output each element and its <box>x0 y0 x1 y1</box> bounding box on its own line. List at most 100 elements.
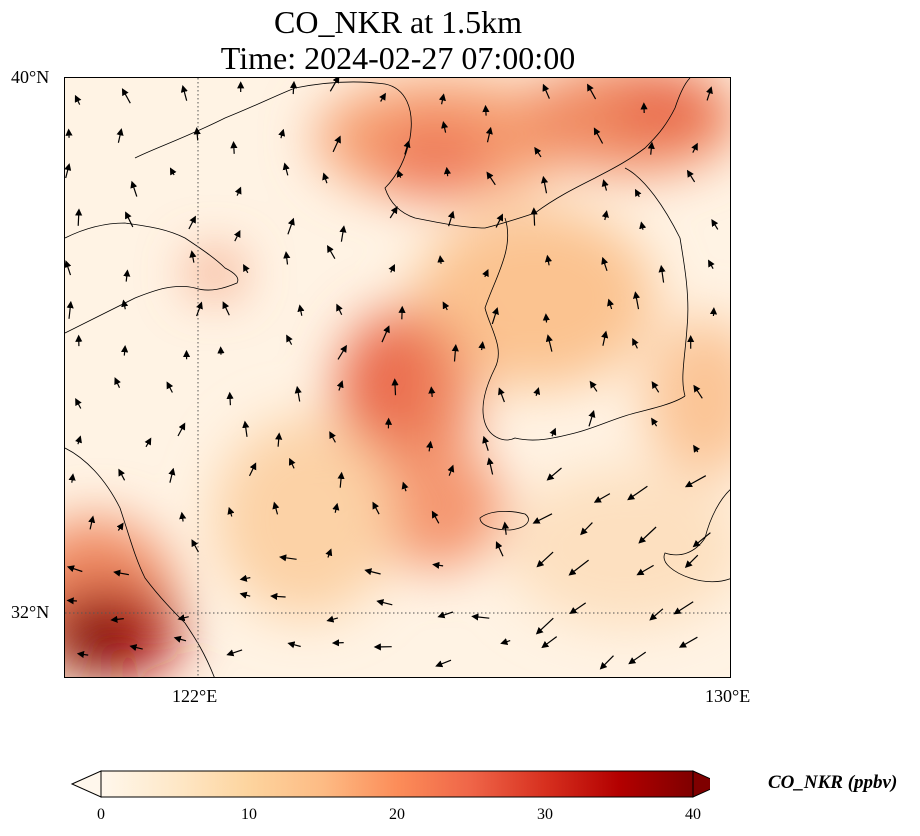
wind-vector <box>442 301 450 311</box>
wind-vector <box>530 207 538 226</box>
wind-vector <box>177 614 189 622</box>
shandong-coast <box>65 222 239 334</box>
wind-vector <box>482 104 490 116</box>
wind-vector <box>88 515 96 530</box>
wind-vector <box>364 568 381 576</box>
wind-vector <box>226 391 234 406</box>
wind-vector <box>432 561 444 569</box>
coastlines <box>65 78 730 677</box>
wind-vector <box>130 180 138 197</box>
gridlines <box>65 78 730 677</box>
wind-vector <box>275 432 283 447</box>
wind-vector <box>540 175 549 194</box>
wind-vector <box>533 387 541 396</box>
wind-vector <box>121 345 129 356</box>
wind-vector <box>191 539 199 553</box>
wind-vector <box>76 650 89 659</box>
wind-vector <box>239 574 251 582</box>
wind-vector <box>396 169 404 178</box>
wind-vector <box>532 513 553 524</box>
wind-vector <box>478 341 486 351</box>
wind-vector <box>282 162 290 176</box>
wind-vector <box>639 221 647 230</box>
wind-vector <box>325 548 333 558</box>
wind-vectors <box>65 78 719 670</box>
wind-vector <box>337 471 345 488</box>
wind-vector <box>443 166 452 177</box>
wind-vector <box>431 510 440 524</box>
wind-vector <box>495 541 504 557</box>
wind-vector <box>549 427 557 437</box>
wind-vector <box>684 554 699 568</box>
wind-vector <box>607 298 614 310</box>
wind-vector <box>601 179 609 191</box>
wind-vector <box>647 141 655 155</box>
wind-vector <box>242 420 250 437</box>
wind-vector <box>66 597 77 605</box>
wind-vector <box>636 564 654 576</box>
wind-vector <box>337 344 347 360</box>
colorbar <box>70 770 710 798</box>
wind-vector <box>500 638 511 646</box>
wind-vector <box>569 602 587 615</box>
wind-vector <box>678 636 698 648</box>
wind-vector <box>121 88 131 104</box>
wind-vector <box>332 502 340 513</box>
wind-vector <box>684 475 707 488</box>
wind-vector <box>428 386 436 397</box>
wind-vector <box>189 250 197 263</box>
wind-vector <box>129 644 143 652</box>
wind-vector <box>166 381 174 393</box>
map-canvas <box>65 78 730 677</box>
wind-vector <box>426 440 434 452</box>
wind-vector <box>234 186 242 196</box>
wind-vector <box>297 304 305 316</box>
wind-vector <box>339 225 347 242</box>
colorbar-tick-40: 40 <box>685 806 701 823</box>
wind-vector <box>486 457 494 475</box>
wind-vector <box>651 417 659 427</box>
wind-vector <box>601 330 609 346</box>
lon-label-122E: 122°E <box>172 686 218 706</box>
wind-vector <box>75 397 82 409</box>
wind-vector <box>587 83 597 100</box>
colorbar-title: CO_NKR (ppbv) <box>768 772 898 793</box>
wind-vector <box>389 206 398 219</box>
map-panel[interactable] <box>64 77 731 678</box>
wind-vector <box>601 210 609 221</box>
wind-vector <box>491 307 499 325</box>
wind-vector <box>233 229 241 242</box>
wind-vector <box>168 467 176 483</box>
wind-vector <box>270 592 286 601</box>
wind-vector <box>651 381 660 393</box>
wind-vector <box>580 522 593 536</box>
wind-vector <box>546 467 562 481</box>
wind-vector <box>239 591 251 599</box>
wind-vector <box>447 464 455 476</box>
wind-vector <box>544 254 553 266</box>
wind-vector <box>169 167 177 176</box>
wind-vector <box>272 501 280 515</box>
wind-vector <box>322 172 330 184</box>
wind-vector <box>332 135 341 153</box>
wind-vector <box>222 301 230 316</box>
wind-vector <box>287 217 295 235</box>
wind-vector <box>110 615 124 623</box>
wind-vector <box>193 127 201 141</box>
wind-vector <box>599 655 614 670</box>
wind-vector <box>482 435 490 451</box>
map-title: CO_NKR at 1.5km <box>274 4 522 40</box>
wind-vector <box>125 211 134 228</box>
wind-vector <box>634 188 642 198</box>
wind-vector <box>326 615 339 623</box>
colorbar-tick-30: 30 <box>537 806 553 823</box>
wind-vector <box>706 86 713 101</box>
wind-vector <box>294 385 302 402</box>
wind-vector <box>593 127 604 144</box>
wind-vector <box>691 142 698 153</box>
wind-vector <box>66 300 74 319</box>
wind-vector <box>336 380 344 391</box>
wind-vector <box>649 608 664 621</box>
colorbar-extend-min <box>70 770 102 798</box>
wind-vector <box>283 251 291 265</box>
